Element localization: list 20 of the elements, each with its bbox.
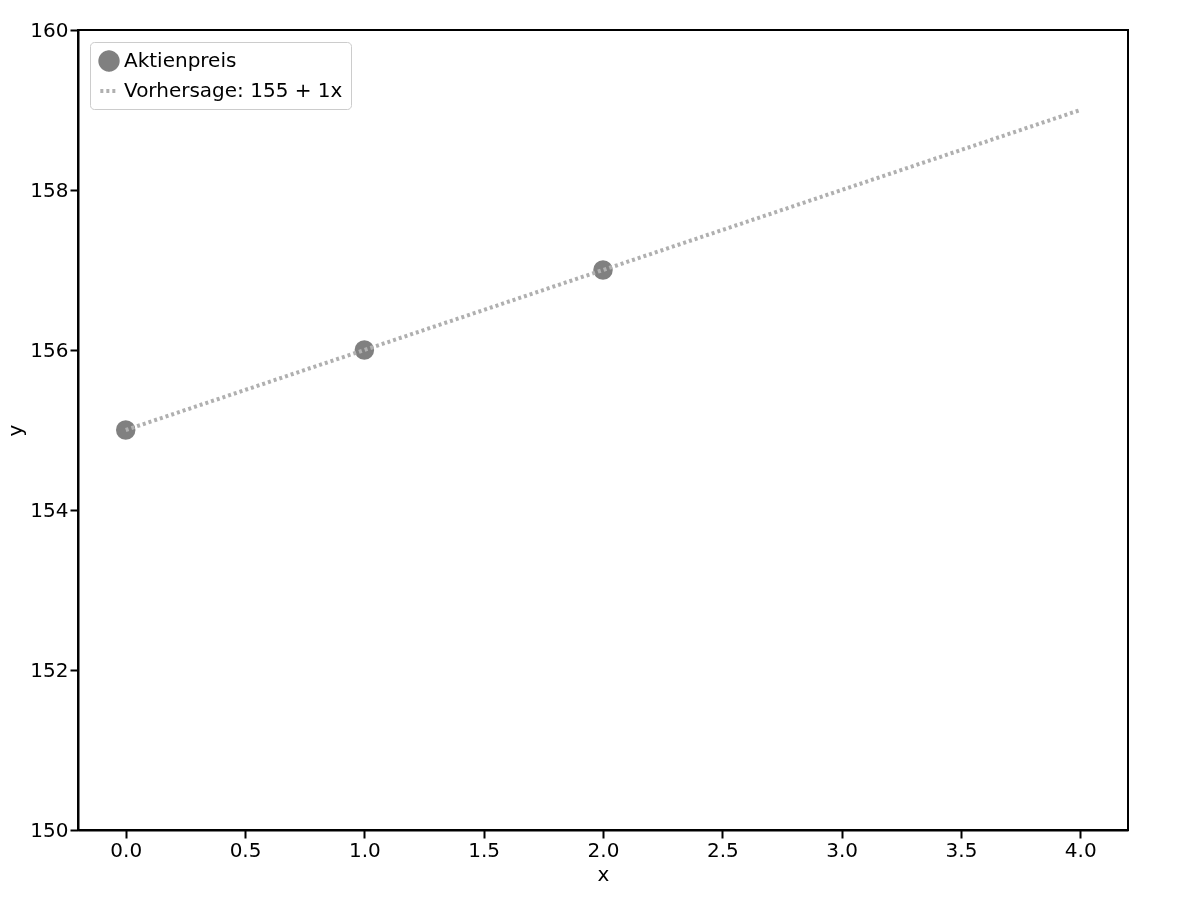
y-axis-title: y bbox=[3, 424, 28, 437]
point bbox=[115, 420, 136, 440]
x-axis-title: x bbox=[597, 861, 610, 886]
legend-label: Aktienpreis bbox=[124, 48, 237, 72]
x-tick-label: 1.5 bbox=[468, 837, 501, 862]
x-tick-label: 3.0 bbox=[826, 837, 859, 862]
y-tick-label: 150 bbox=[30, 817, 69, 842]
x-tick-label: 0.5 bbox=[229, 837, 262, 862]
y-tick-label: 160 bbox=[30, 17, 69, 42]
x-tick-label: 0.0 bbox=[110, 837, 143, 862]
x-tick-label: 2.5 bbox=[706, 837, 739, 862]
x-tick-label: 2.0 bbox=[587, 837, 620, 862]
x-tick-label: 4.0 bbox=[1064, 837, 1097, 862]
x-tick-label: 1.0 bbox=[348, 837, 381, 862]
x-tick-label: 3.5 bbox=[945, 837, 978, 862]
y-tick-label: 156 bbox=[30, 337, 69, 362]
y-tick-label: 152 bbox=[30, 657, 69, 682]
y-tick-label: 154 bbox=[30, 497, 69, 522]
legend-label: Vorhersage: 155 + 1x bbox=[124, 78, 343, 102]
y-tick-label: 158 bbox=[30, 177, 69, 202]
